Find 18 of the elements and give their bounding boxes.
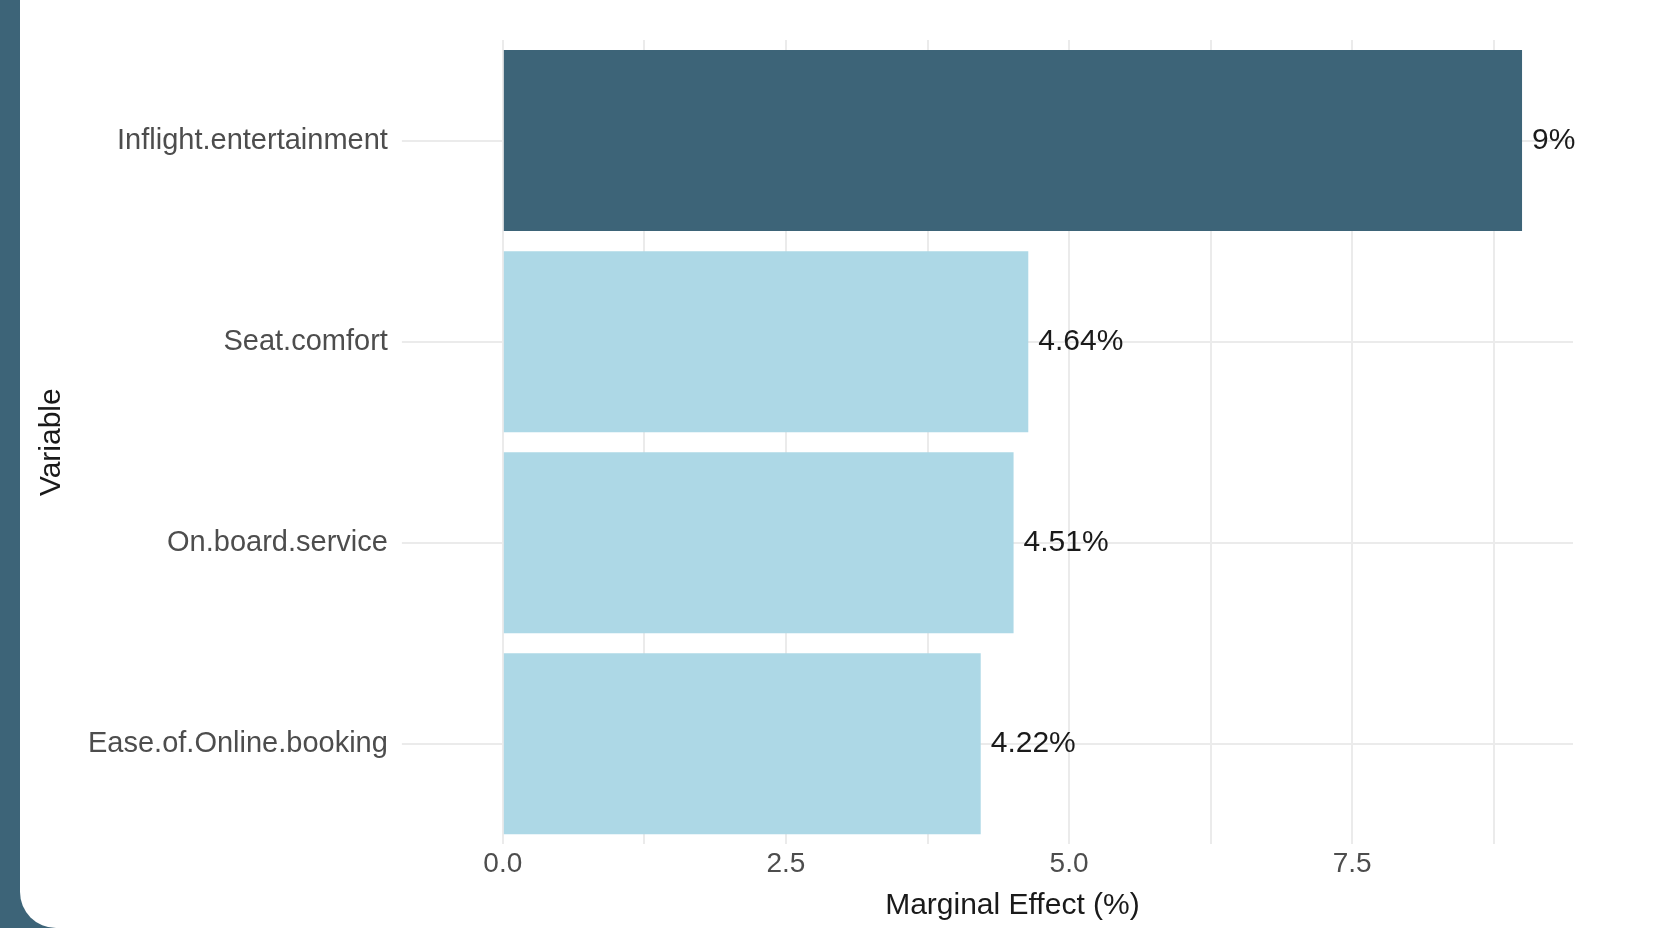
x-tick-label: 7.5	[1332, 846, 1372, 878]
y-tick-label: On.board.service	[167, 524, 388, 557]
bar	[503, 251, 1029, 433]
data-label: 4.22%	[990, 725, 1076, 759]
data-label: 4.51%	[1023, 524, 1109, 558]
bar	[503, 452, 1014, 634]
data-label: 4.64%	[1038, 322, 1124, 356]
y-tick-label: Inflight.entertainment	[117, 122, 388, 155]
y-tick-label: Seat.comfort	[223, 323, 388, 356]
x-tick-label: 5.0	[1049, 846, 1089, 878]
y-axis-title: Variable	[33, 388, 67, 497]
x-tick-label: 0.0	[483, 846, 523, 878]
data-label: 9%	[1532, 121, 1576, 155]
x-tick-label: 2.5	[766, 846, 806, 878]
y-tick-label: Ease.of.Online.booking	[87, 725, 388, 758]
bar	[503, 653, 981, 835]
bar	[503, 50, 1523, 232]
x-axis-title: Marginal Effect (%)	[885, 887, 1140, 921]
